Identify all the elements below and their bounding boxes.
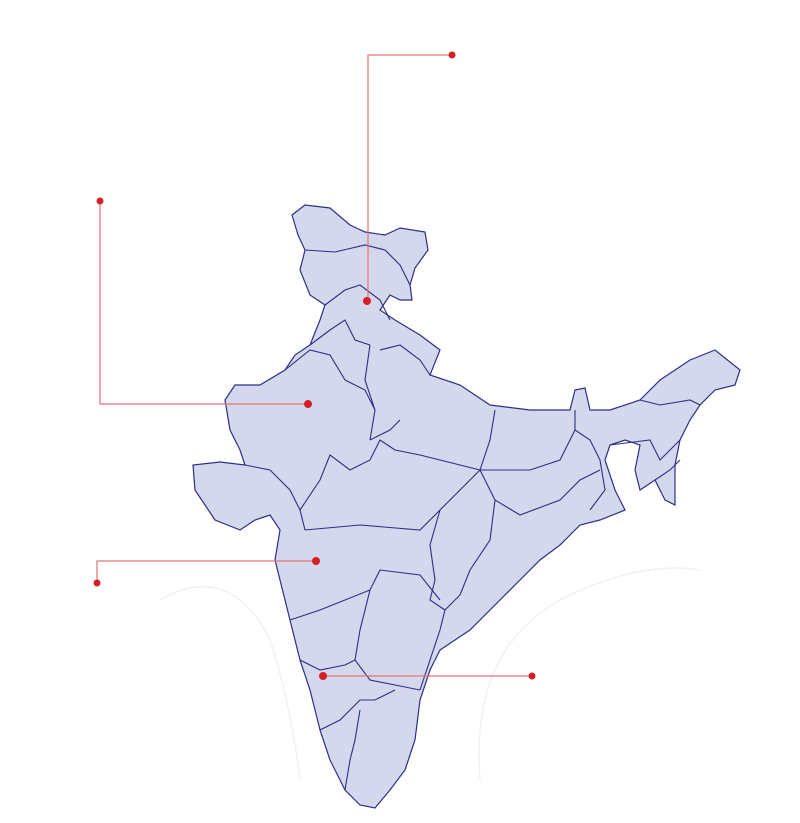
marker-central-west-anchor[interactable] — [312, 557, 320, 565]
marker-north-anchor[interactable] — [363, 297, 371, 305]
marker-west[interactable] — [96, 197, 104, 205]
marker-west-anchor[interactable] — [304, 400, 312, 408]
callout-north — [363, 51, 456, 305]
leader-line-north — [367, 54, 452, 301]
leader-line-west — [99, 201, 308, 405]
state-borders — [244, 244, 701, 791]
leader-line-central-west — [96, 560, 316, 583]
marker-south-anchor[interactable] — [319, 672, 327, 680]
marker-north[interactable] — [448, 51, 456, 59]
callout-south — [319, 672, 536, 680]
marker-central-west[interactable] — [93, 579, 101, 587]
marker-south[interactable] — [528, 672, 536, 680]
callout-central-west — [93, 557, 320, 587]
callout-west — [96, 197, 312, 408]
country-outline — [192, 204, 741, 809]
background-decoration — [159, 567, 701, 781]
